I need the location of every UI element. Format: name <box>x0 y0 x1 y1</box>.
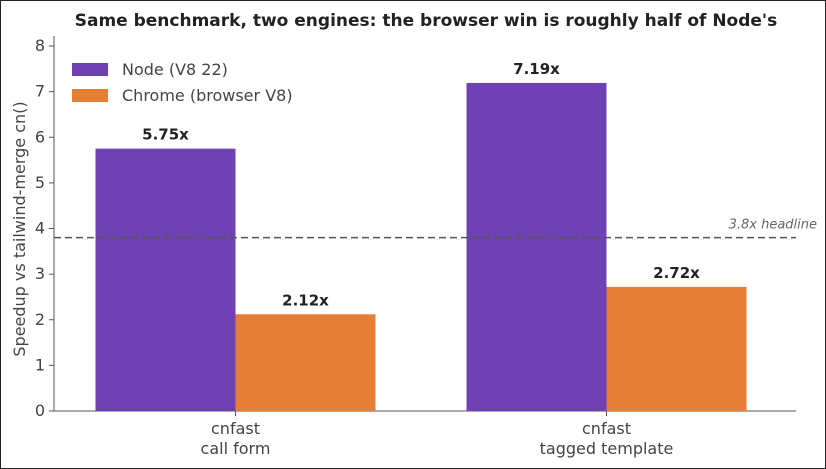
data-label: 2.72x <box>653 264 700 282</box>
reference-line-label: 3.8x headline <box>729 218 817 233</box>
legend-label: Node (V8 22) <box>122 60 228 79</box>
y-tick-label: 2 <box>35 310 45 329</box>
x-tick-label: cnfast <box>582 419 631 438</box>
y-tick-label: 6 <box>35 127 45 146</box>
y-axis-label: Speedup vs tailwind-merge cn() <box>10 101 29 356</box>
y-tick-label: 1 <box>35 355 45 374</box>
y-tick-label: 0 <box>35 401 45 420</box>
x-tick-label: call form <box>201 439 271 458</box>
y-tick-label: 4 <box>35 219 45 238</box>
legend-swatch <box>72 89 108 102</box>
y-tick-label: 5 <box>35 173 45 192</box>
y-tick-label: 7 <box>35 82 45 101</box>
legend-swatch <box>72 63 108 76</box>
bar <box>606 286 747 411</box>
bar <box>235 314 376 411</box>
data-label: 7.19x <box>513 60 560 78</box>
x-tick-label: cnfast <box>211 419 260 438</box>
y-tick-label: 3 <box>35 264 45 283</box>
y-tick-label: 8 <box>35 36 45 55</box>
chart-title: Same benchmark, two engines: the browser… <box>75 11 778 31</box>
legend-label: Chrome (browser V8) <box>122 86 293 105</box>
bar <box>466 82 607 412</box>
data-label: 2.12x <box>282 291 329 309</box>
bar <box>95 148 236 411</box>
x-tick-label: tagged template <box>540 439 674 458</box>
data-label: 5.75x <box>142 126 189 144</box>
